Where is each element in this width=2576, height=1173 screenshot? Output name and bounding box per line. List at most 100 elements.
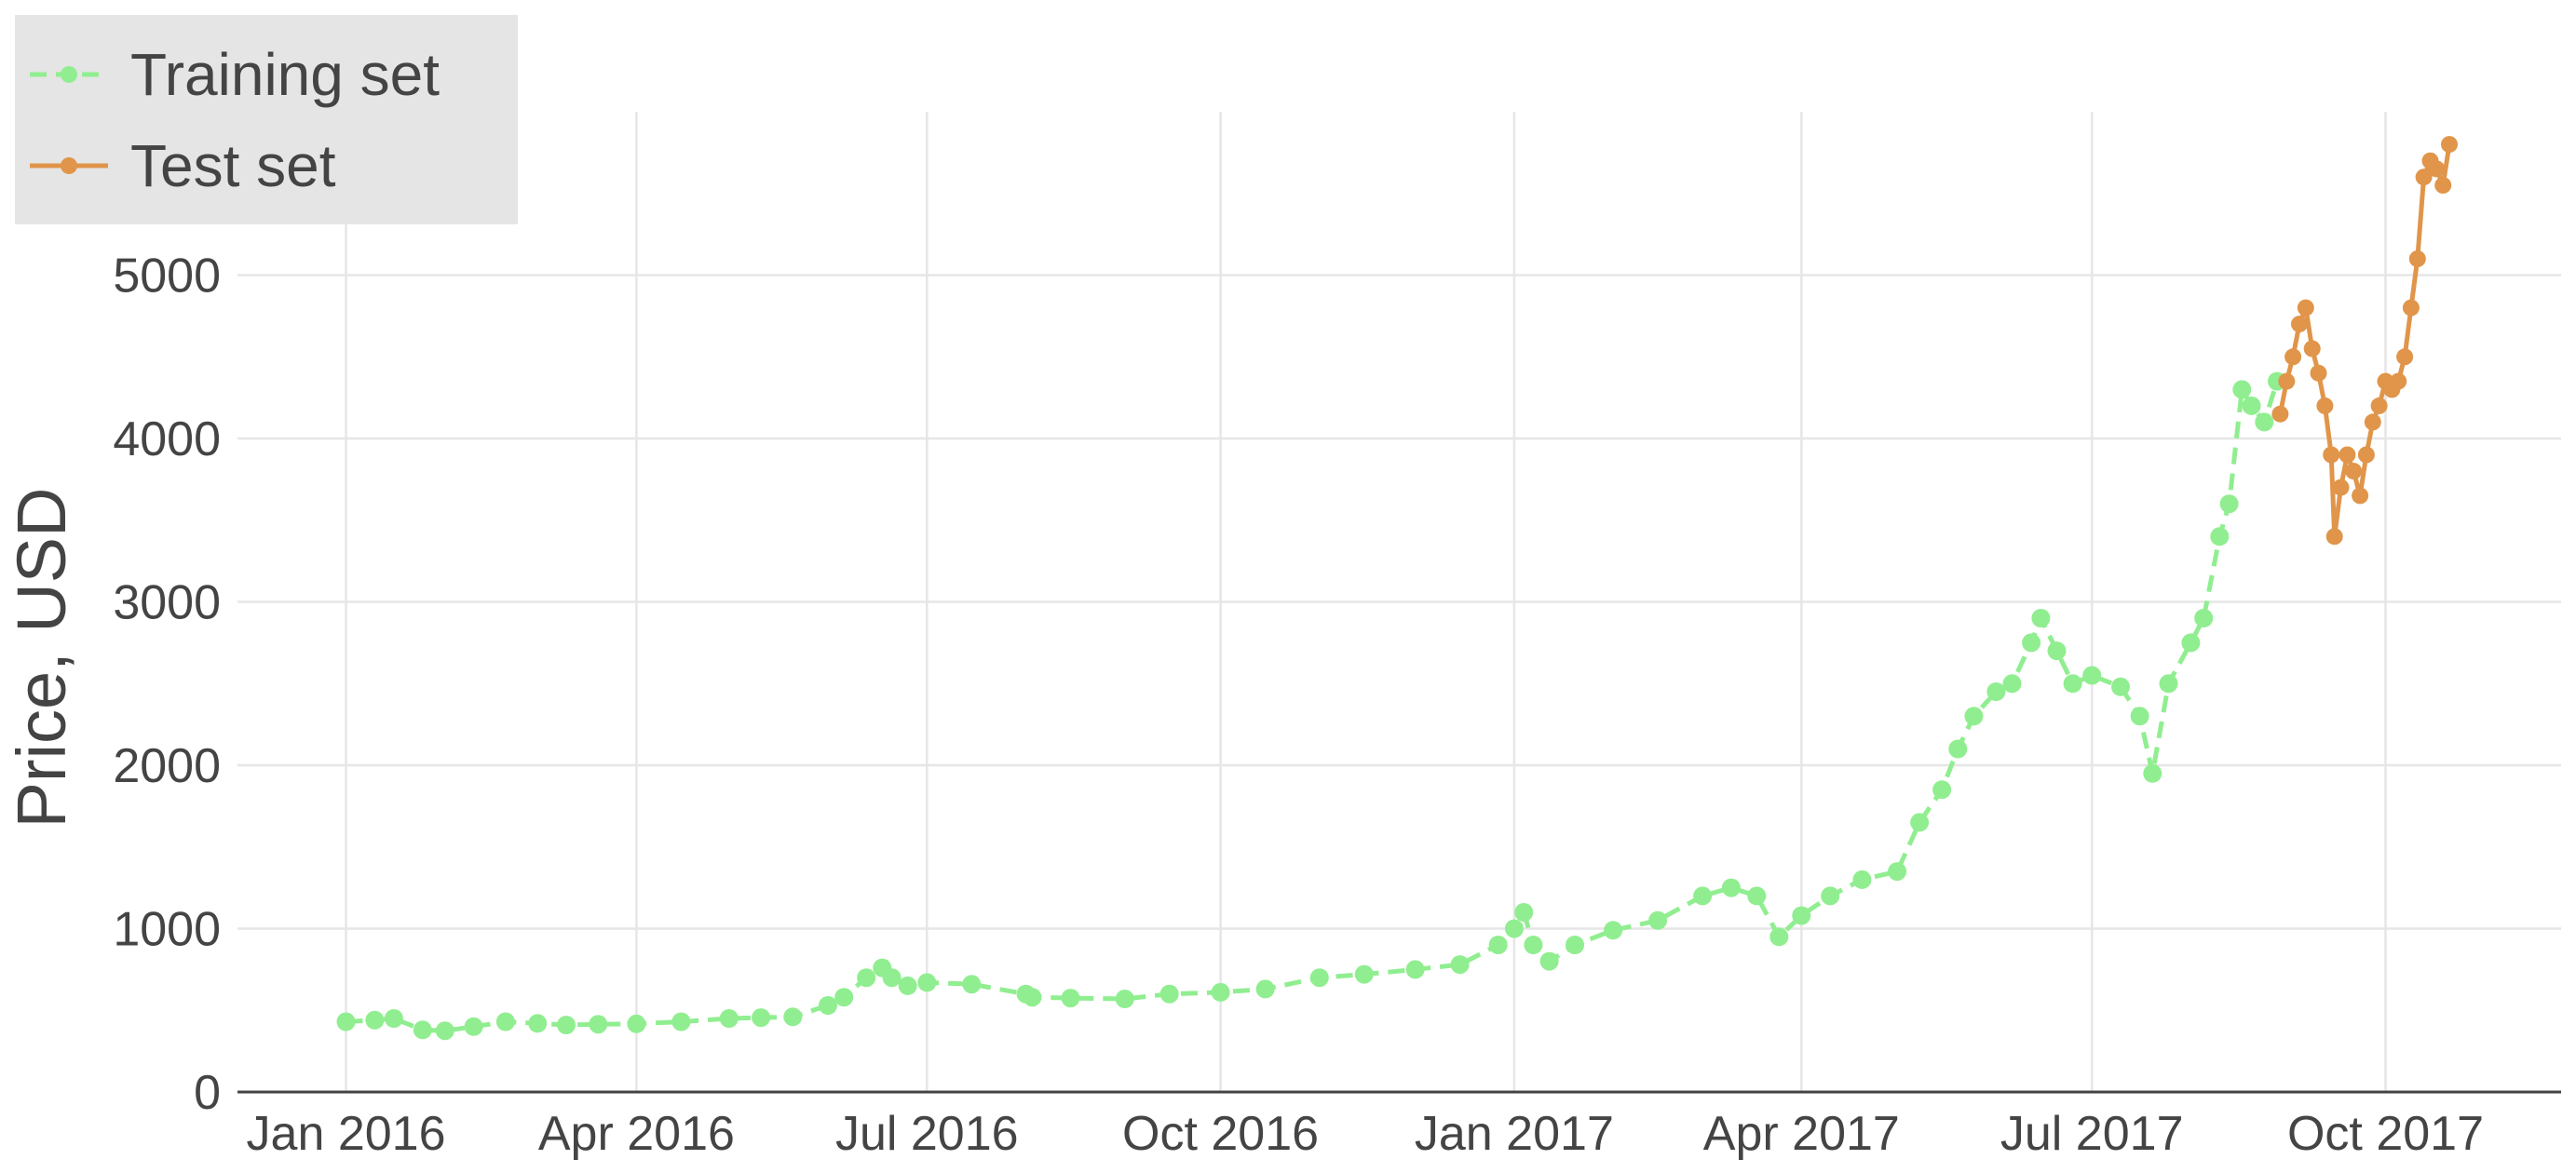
data-point bbox=[2316, 397, 2334, 414]
data-point bbox=[2210, 527, 2230, 546]
y-tick-label: 1000 bbox=[113, 903, 221, 957]
y-tick-label: 3000 bbox=[113, 576, 221, 630]
data-point bbox=[2357, 446, 2375, 464]
data-point bbox=[384, 1009, 403, 1028]
data-point bbox=[819, 996, 837, 1015]
data-point bbox=[2242, 396, 2261, 415]
data-point bbox=[1821, 886, 1840, 906]
data-point bbox=[2047, 641, 2067, 661]
series-line bbox=[2277, 143, 2452, 539]
data-point bbox=[495, 1012, 515, 1031]
data-point bbox=[2352, 487, 2369, 505]
data-series bbox=[336, 136, 2458, 1041]
y-tick-label: 4000 bbox=[113, 412, 221, 466]
data-point bbox=[1514, 903, 1534, 922]
data-point bbox=[1211, 982, 1230, 1002]
x-tick-label: Apr 2016 bbox=[538, 1107, 735, 1161]
x-tick-label: Oct 2017 bbox=[2287, 1107, 2484, 1161]
y-tick-label: 2000 bbox=[113, 739, 221, 793]
data-point bbox=[1721, 878, 1741, 897]
data-point bbox=[2255, 412, 2274, 432]
data-point bbox=[917, 973, 937, 992]
data-point bbox=[464, 1017, 483, 1036]
data-point bbox=[2181, 633, 2201, 653]
data-point bbox=[1986, 682, 2006, 701]
data-point bbox=[2291, 316, 2308, 333]
data-point bbox=[2219, 494, 2239, 514]
data-point bbox=[1504, 919, 1524, 938]
y-tick-label: 0 bbox=[194, 1066, 221, 1120]
data-point bbox=[1539, 951, 1559, 971]
data-point bbox=[589, 1015, 608, 1034]
data-point bbox=[1309, 968, 1329, 988]
data-point bbox=[2063, 674, 2082, 694]
data-point bbox=[2194, 609, 2214, 627]
data-point bbox=[2297, 299, 2314, 317]
data-point bbox=[2278, 372, 2296, 390]
data-point bbox=[2339, 446, 2356, 464]
data-point bbox=[898, 976, 917, 995]
data-point bbox=[1354, 964, 1374, 984]
x-tick-label: Jul 2016 bbox=[835, 1107, 1019, 1161]
series-training-set bbox=[336, 371, 2286, 1041]
data-point bbox=[627, 1014, 646, 1033]
data-point bbox=[1693, 886, 1713, 906]
legend-item: Test set bbox=[30, 132, 336, 199]
data-point bbox=[1566, 936, 1584, 954]
data-point bbox=[365, 1010, 385, 1030]
data-point bbox=[2022, 633, 2041, 653]
legend-label: Test set bbox=[130, 132, 336, 199]
x-tick-label: Oct 2016 bbox=[1122, 1107, 1319, 1161]
series-test-set bbox=[2271, 136, 2458, 546]
x-tick-label: Jul 2017 bbox=[2000, 1107, 2184, 1161]
x-tick-label: Apr 2017 bbox=[1703, 1107, 1900, 1161]
data-point bbox=[1159, 984, 1179, 1004]
data-point bbox=[2232, 380, 2252, 399]
data-point bbox=[1964, 707, 1984, 726]
data-point bbox=[1932, 780, 1952, 800]
x-tick-label: Jan 2017 bbox=[1415, 1107, 1614, 1161]
data-point bbox=[882, 968, 902, 988]
data-point bbox=[2271, 405, 2289, 423]
y-axis-title: Price, USD bbox=[3, 488, 80, 829]
data-point bbox=[1910, 813, 1930, 832]
data-point bbox=[1023, 988, 1042, 1007]
data-point bbox=[2408, 250, 2426, 267]
data-point bbox=[2323, 446, 2340, 464]
data-point bbox=[557, 1016, 576, 1034]
tick-labels: 0 1000 2000 3000 4000 5000 Jan 2016 Apr 2016 Jul… bbox=[113, 249, 2484, 1162]
grid-lines bbox=[237, 112, 2561, 1092]
data-point bbox=[413, 1020, 432, 1040]
data-point bbox=[1888, 862, 1907, 882]
data-point bbox=[2002, 674, 2022, 694]
data-point bbox=[1792, 906, 1811, 925]
data-point bbox=[2396, 348, 2414, 366]
data-point bbox=[1488, 936, 1508, 954]
legend-background bbox=[15, 15, 518, 224]
data-point bbox=[435, 1021, 454, 1041]
data-point bbox=[2370, 397, 2388, 414]
data-point bbox=[1061, 989, 1080, 1008]
data-point bbox=[2325, 528, 2343, 546]
data-point bbox=[528, 1014, 548, 1033]
data-point bbox=[2402, 299, 2420, 317]
data-point bbox=[752, 1008, 771, 1028]
data-point bbox=[336, 1012, 356, 1031]
data-point bbox=[2111, 677, 2130, 696]
data-point bbox=[2390, 372, 2407, 390]
legend: Training set Test set bbox=[15, 15, 518, 224]
data-point bbox=[2441, 136, 2458, 154]
data-point bbox=[1255, 979, 1275, 999]
y-tick-label: 5000 bbox=[113, 249, 221, 303]
data-point bbox=[857, 968, 876, 988]
data-point bbox=[671, 1012, 691, 1031]
legend-swatch-marker bbox=[61, 66, 77, 83]
legend-item: Training set bbox=[30, 41, 440, 108]
data-point bbox=[2143, 763, 2162, 783]
data-point bbox=[962, 975, 982, 994]
data-point bbox=[2303, 340, 2321, 357]
data-point bbox=[1604, 921, 1623, 940]
data-point bbox=[719, 1009, 739, 1028]
data-point bbox=[2434, 177, 2452, 194]
data-point bbox=[2364, 413, 2381, 431]
